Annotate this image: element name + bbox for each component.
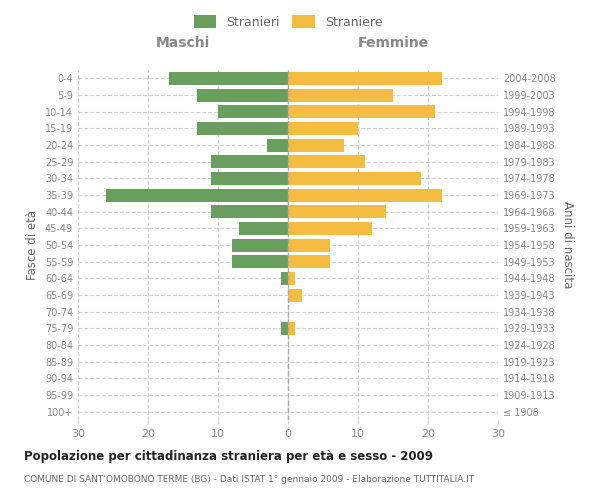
Bar — [288, 72, 442, 85]
Bar — [281, 272, 288, 285]
Text: COMUNE DI SANT’OMOBONO TERME (BG) - Dati ISTAT 1° gennaio 2009 - Elaborazione TU: COMUNE DI SANT’OMOBONO TERME (BG) - Dati… — [24, 475, 474, 484]
Text: Popolazione per cittadinanza straniera per età e sesso - 2009: Popolazione per cittadinanza straniera p… — [24, 450, 433, 463]
Text: Maschi: Maschi — [156, 36, 210, 50]
Bar — [288, 88, 393, 102]
Bar — [288, 138, 344, 151]
Legend: Stranieri, Straniere: Stranieri, Straniere — [190, 11, 386, 32]
Bar — [281, 322, 288, 335]
Bar — [239, 222, 288, 235]
Bar — [288, 255, 330, 268]
Bar — [288, 288, 302, 302]
Bar — [288, 105, 435, 118]
Bar — [288, 172, 421, 185]
Bar — [211, 205, 288, 218]
Bar — [288, 222, 372, 235]
Bar — [232, 238, 288, 252]
Bar — [106, 188, 288, 202]
Y-axis label: Fasce di età: Fasce di età — [26, 210, 39, 280]
Bar — [267, 138, 288, 151]
Bar — [197, 122, 288, 135]
Bar — [211, 172, 288, 185]
Bar — [288, 122, 358, 135]
Bar — [197, 88, 288, 102]
Bar — [169, 72, 288, 85]
Bar — [288, 188, 442, 202]
Bar — [288, 322, 295, 335]
Bar — [232, 255, 288, 268]
Bar — [288, 205, 386, 218]
Text: Femmine: Femmine — [358, 36, 428, 50]
Bar — [288, 238, 330, 252]
Bar — [211, 155, 288, 168]
Y-axis label: Anni di nascita: Anni di nascita — [561, 202, 574, 288]
Bar — [288, 272, 295, 285]
Bar — [218, 105, 288, 118]
Bar — [288, 155, 365, 168]
